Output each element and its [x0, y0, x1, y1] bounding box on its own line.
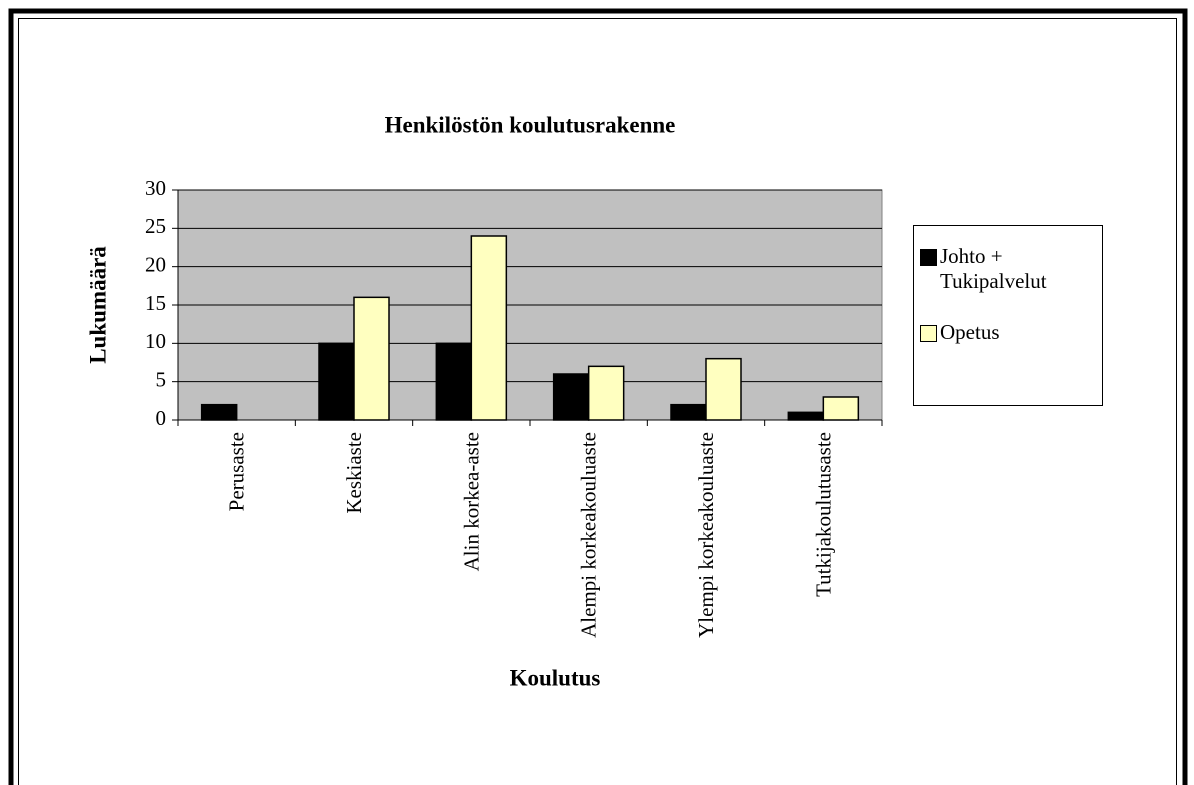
- bar: [353, 296, 390, 421]
- bar: [200, 403, 238, 421]
- x-tick-label: Perusaste: [224, 432, 249, 512]
- y-tick-label: 5: [156, 367, 167, 391]
- legend-swatch: [920, 325, 937, 342]
- chart-title: Henkilöstön koulutusrakenne: [385, 112, 676, 137]
- x-tick-label: Alempi korkeakouluaste: [576, 432, 601, 638]
- y-tick-label: 15: [145, 291, 166, 315]
- legend-item: Opetus: [920, 320, 1096, 345]
- outer-frame: [8, 8, 1188, 785]
- x-tick-label: Keskiaste: [342, 432, 366, 514]
- y-axis-title: Lukumäärä: [85, 246, 110, 364]
- legend: Johto + Tukipalvelut Opetus: [913, 225, 1103, 406]
- legend-label: Johto + Tukipalvelut: [940, 244, 1047, 293]
- bar: [435, 342, 473, 421]
- y-tick-label: 10: [145, 329, 166, 353]
- bar: [318, 342, 355, 421]
- y-tick-label: 25: [145, 214, 166, 238]
- bar: [552, 373, 590, 421]
- inner-frame: [18, 18, 1177, 785]
- legend-label: Opetus: [940, 320, 1000, 344]
- x-tick-label: Ylempi korkeakouluaste: [694, 432, 718, 638]
- bar: [787, 411, 825, 421]
- y-tick-label: 30: [145, 176, 166, 200]
- bar: [705, 357, 742, 421]
- y-tick-label: 0: [156, 406, 167, 430]
- bar: [670, 403, 707, 421]
- bar: [587, 365, 625, 421]
- bar: [822, 396, 860, 421]
- x-axis-title: Koulutus: [510, 665, 601, 690]
- y-tick-label: 20: [145, 252, 166, 276]
- legend-item: Johto + Tukipalvelut: [920, 244, 1096, 294]
- x-tick-label: Tutkijakoulutusaste: [811, 432, 836, 597]
- legend-swatch: [920, 249, 937, 266]
- bar: [470, 235, 508, 421]
- x-tick-label: Alin korkea-aste: [459, 432, 484, 572]
